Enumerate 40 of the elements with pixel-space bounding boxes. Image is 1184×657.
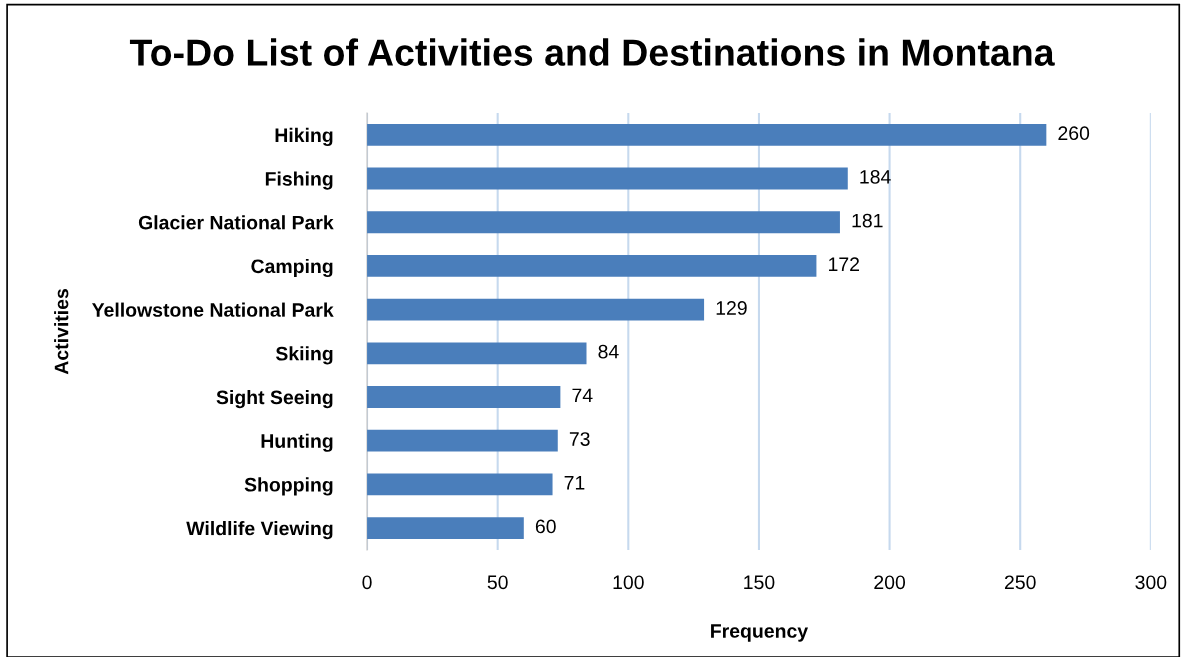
x-tick-label: 250 bbox=[1004, 575, 1036, 590]
y-tick-label: Fishing bbox=[265, 171, 333, 190]
y-tick-label: Skiing bbox=[275, 346, 333, 365]
bar bbox=[367, 342, 587, 365]
y-tick-label: Yellowstone National Park bbox=[92, 302, 334, 317]
x-tick-label: 100 bbox=[613, 575, 644, 590]
data-label: 74 bbox=[572, 388, 593, 403]
bar bbox=[367, 255, 817, 277]
bar bbox=[367, 386, 561, 408]
x-tick-label: 150 bbox=[744, 575, 775, 590]
bar bbox=[367, 123, 1047, 146]
data-label: 73 bbox=[569, 432, 590, 446]
data-label: 260 bbox=[1058, 126, 1090, 141]
data-label: 172 bbox=[829, 257, 859, 271]
x-tick-label: 0 bbox=[362, 575, 372, 590]
y-tick-label: Shopping bbox=[244, 477, 333, 496]
bar bbox=[367, 473, 553, 496]
bar bbox=[367, 211, 840, 234]
x-tick-label: 200 bbox=[874, 575, 906, 590]
data-label: 181 bbox=[852, 213, 883, 228]
y-tick-label: Hiking bbox=[275, 127, 333, 147]
y-tick-label: Wildlife Viewing bbox=[186, 521, 333, 540]
data-label: 60 bbox=[535, 519, 556, 534]
y-tick-label: Camping bbox=[251, 258, 333, 278]
bar bbox=[367, 517, 524, 539]
x-axis-title: Frequency bbox=[711, 624, 809, 642]
bar bbox=[367, 298, 705, 321]
chart-title: To-Do List of Activities and Destinations in Montana bbox=[129, 38, 1055, 66]
y-tick-label: Glacier National Park bbox=[138, 215, 334, 230]
bar bbox=[367, 167, 848, 190]
y-tick-label: Hunting bbox=[261, 433, 333, 452]
data-label: 71 bbox=[564, 476, 585, 490]
x-tick-label: 300 bbox=[1135, 575, 1167, 590]
y-axis-title: Activities bbox=[54, 289, 69, 375]
data-label: 129 bbox=[716, 301, 747, 315]
data-label: 184 bbox=[860, 169, 891, 184]
data-label: 84 bbox=[598, 344, 619, 359]
y-tick-label: Sight Seeing bbox=[216, 389, 333, 409]
bar bbox=[367, 429, 558, 452]
x-tick-label: 50 bbox=[487, 575, 508, 590]
